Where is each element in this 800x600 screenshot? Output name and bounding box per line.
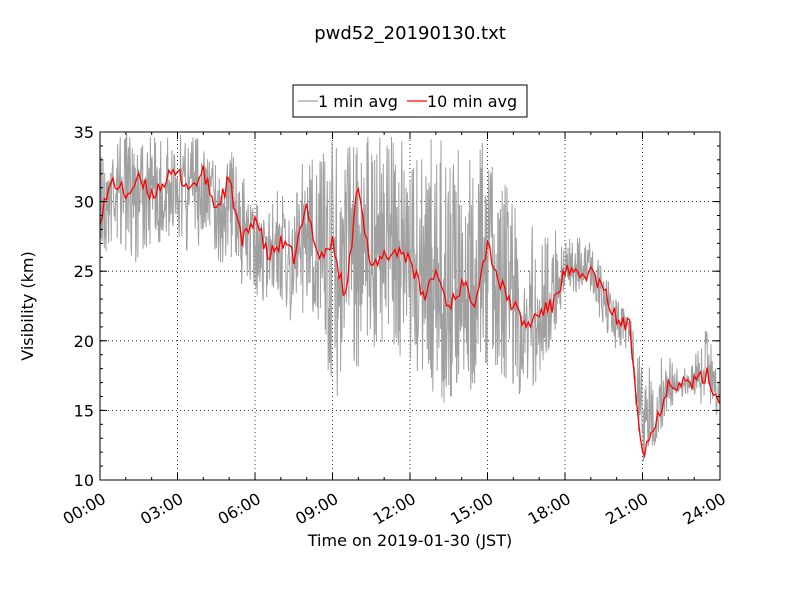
series-1min-line — [100, 134, 720, 462]
x-tick-label: 18:00 — [525, 489, 574, 529]
y-tick-label: 10 — [74, 471, 94, 490]
y-axis-label: Visibility (km) — [18, 251, 37, 360]
y-tick-labels: 10 15 20 25 30 35 — [74, 123, 94, 490]
legend-box — [292, 84, 528, 118]
x-axis-label: Time on 2019-01-30 (JST) — [307, 531, 512, 550]
plot-area — [100, 134, 720, 462]
y-tick-label: 35 — [74, 123, 94, 142]
series-group — [100, 134, 720, 462]
y-tick-label: 15 — [74, 401, 94, 420]
y-tick-label: 30 — [74, 193, 94, 212]
x-tick-label: 06:00 — [215, 489, 264, 529]
series-10min-line — [100, 165, 720, 459]
legend-label-10min: 10 min avg — [427, 92, 517, 111]
x-tick-label: 09:00 — [292, 489, 341, 529]
legend-label-1min: 1 min avg — [318, 92, 398, 111]
gridlines — [100, 132, 720, 480]
x-tick-label: 03:00 — [137, 489, 186, 529]
y-tick-label: 20 — [74, 332, 94, 351]
x-tick-label: 24:00 — [680, 489, 729, 529]
axis-ticks — [99, 131, 721, 481]
x-tick-labels: 00:00 03:00 06:00 09:00 12:00 15:00 18:00 21:00… — [60, 489, 729, 529]
x-tick-label: 15:00 — [447, 489, 496, 529]
x-tick-label: 21:00 — [602, 489, 651, 529]
x-tick-label: 00:00 — [60, 489, 109, 529]
chart-title: pwd52_20190130.txt — [314, 23, 506, 44]
y-tick-label: 25 — [74, 262, 94, 281]
legend: 1 min avg 10 min avg — [292, 84, 528, 118]
x-tick-label: 12:00 — [370, 489, 419, 529]
